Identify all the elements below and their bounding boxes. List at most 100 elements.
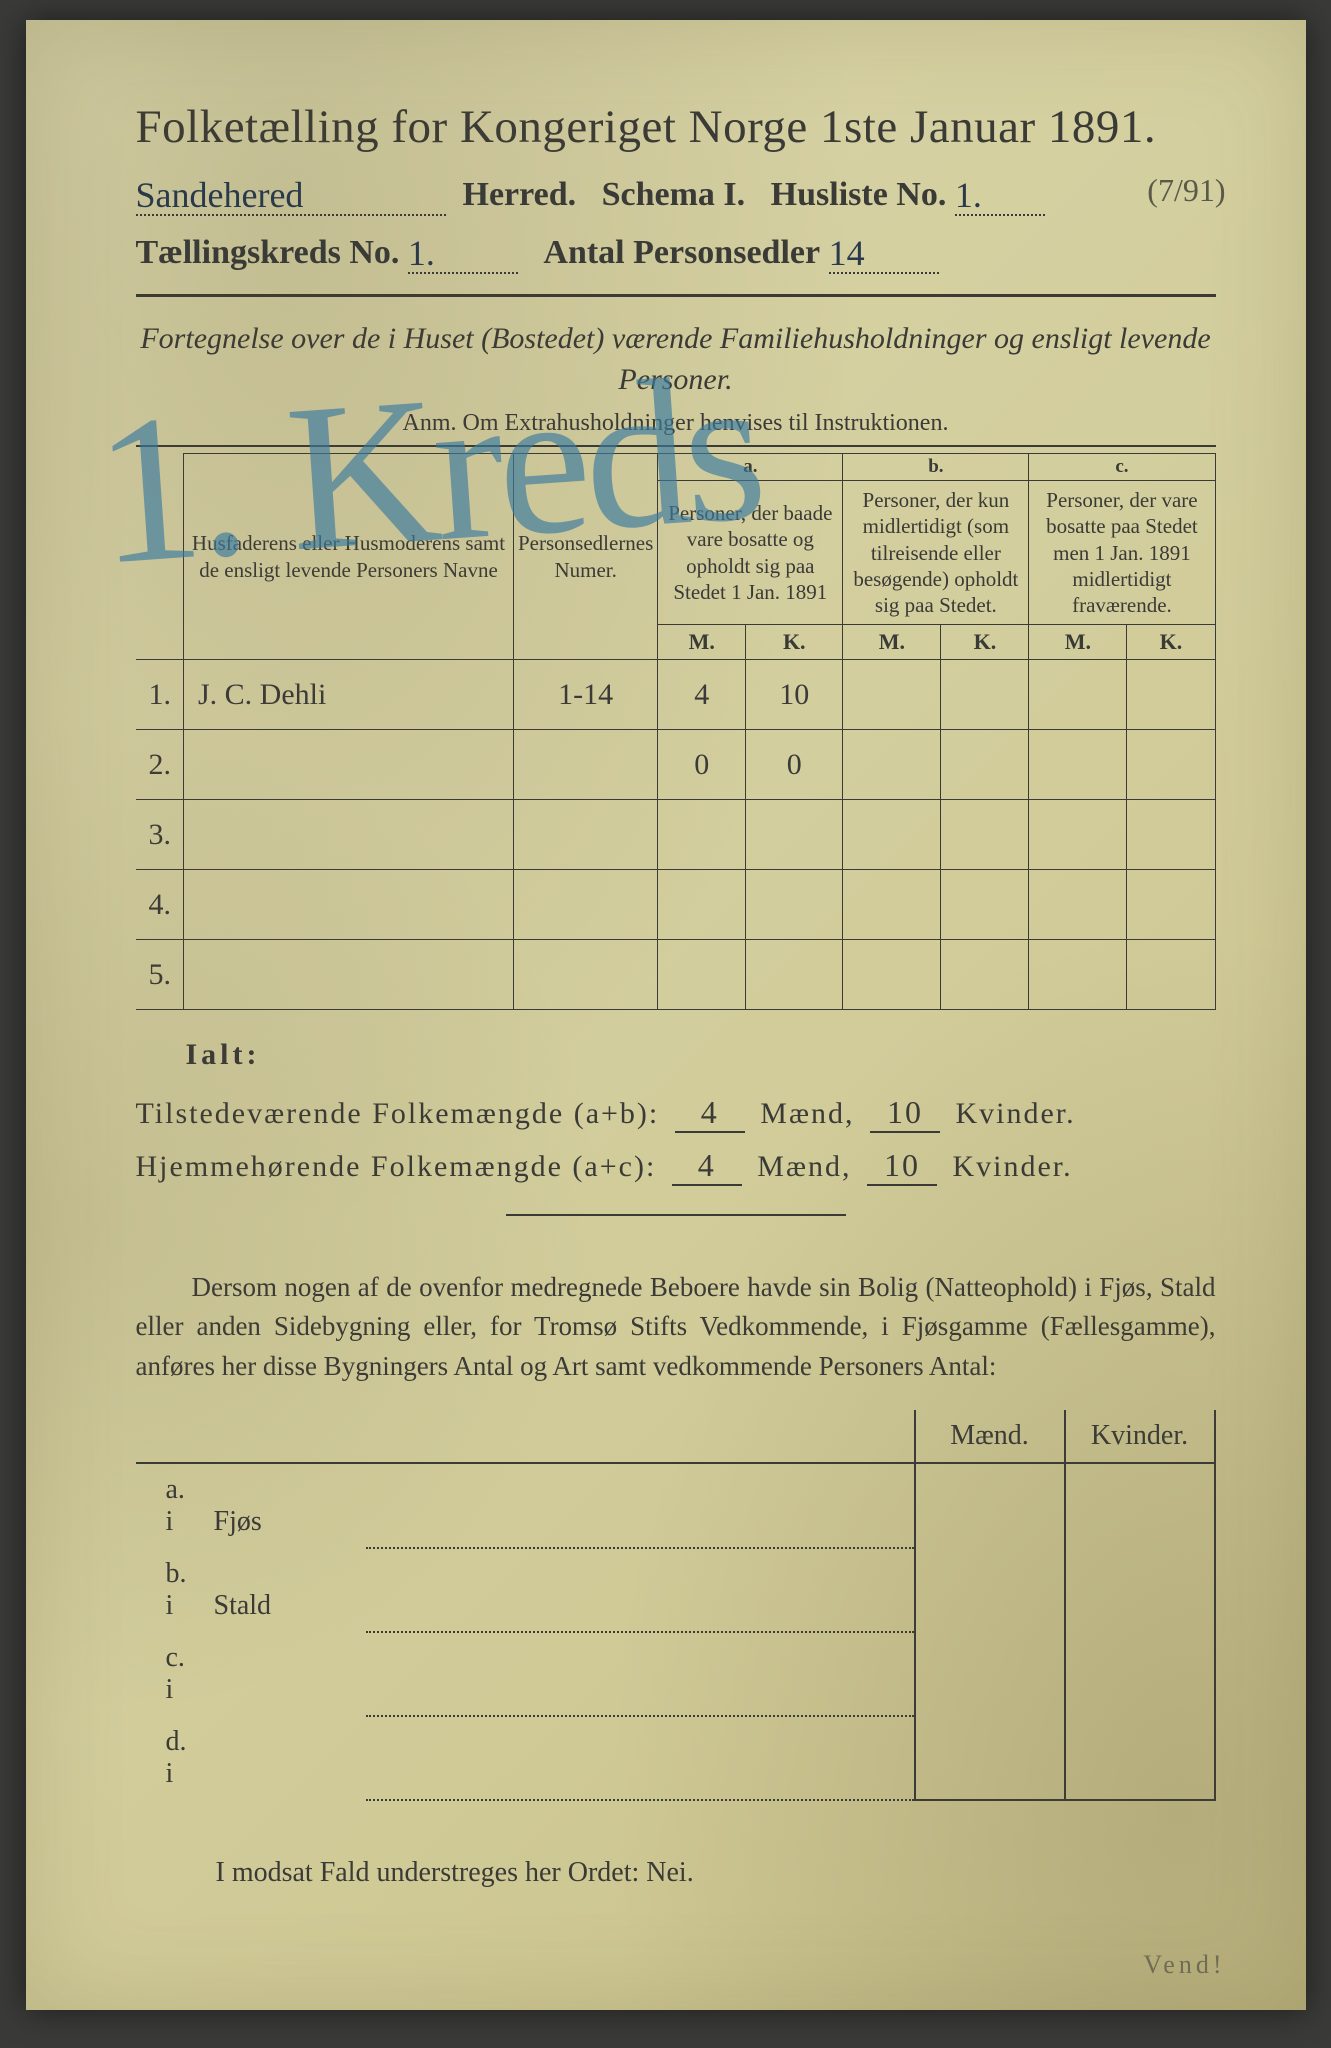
husliste-label: Husliste No. [771, 176, 947, 213]
form-title: Folketælling for Kongeriget Norge 1ste J… [136, 100, 1216, 154]
lower-k [1065, 1463, 1215, 1548]
row-num: 1. [136, 660, 184, 730]
outbuilding-paragraph: Dersom nogen af de ovenfor medregnede Be… [136, 1268, 1216, 1385]
row-num: 2. [136, 730, 184, 800]
row-sedler [514, 870, 658, 940]
row-cm [1029, 870, 1127, 940]
lower-lab: c. i [136, 1632, 206, 1716]
row-sedler [514, 730, 658, 800]
col-c: Personer, der vare bosatte paa Stedet me… [1029, 481, 1215, 625]
subtitle: Fortegnelse over de i Huset (Bostedet) v… [136, 319, 1216, 400]
lower-mhead: Mænd. [915, 1410, 1065, 1463]
table-row: 5. [136, 940, 1216, 1010]
row-cm [1029, 940, 1127, 1010]
row-ak: 0 [746, 730, 843, 800]
nei-line: I modsat Fald understreges her Ordet: Ne… [216, 1857, 1216, 1889]
sum-resident: Hjemmehørende Folkemængde (a+c): 4 Mænd,… [136, 1147, 1216, 1186]
antal-value: 14 [829, 233, 865, 273]
row-sedler: 1-14 [514, 660, 658, 730]
sum1-klabel: Kvinder. [955, 1097, 1075, 1130]
row-am: 4 [658, 660, 746, 730]
mk: K. [746, 625, 843, 660]
col-sedler: Personsedlernes Numer. [514, 454, 658, 660]
kreds-line: Tællingskreds No. 1. Antal Personsedler … [136, 230, 1216, 274]
abc-a: a. [658, 454, 843, 481]
lower-lab: b. i [136, 1548, 206, 1632]
lower-m [915, 1548, 1065, 1632]
lower-dots [366, 1548, 915, 1632]
herred-line: Sandehered Herred. Schema I. Husliste No… [136, 172, 1216, 216]
sum2-klabel: Kvinder. [952, 1150, 1072, 1183]
row-cm [1029, 660, 1127, 730]
lower-typ [206, 1632, 366, 1716]
margin-note: (7/91) [1147, 172, 1225, 209]
row-ak: 10 [746, 660, 843, 730]
row-name [184, 730, 514, 800]
row-bk [941, 730, 1029, 800]
row-am: 0 [658, 730, 746, 800]
outbuilding-row: a. iFjøs [136, 1463, 1215, 1548]
col-names: Husfaderens eller Husmoderens samt de en… [184, 454, 514, 660]
row-name [184, 870, 514, 940]
row-bk [941, 870, 1029, 940]
herred-label: Herred. [463, 176, 577, 213]
col-b: Personer, der kun midlertidigt (som tilr… [843, 481, 1029, 625]
rule [136, 294, 1216, 297]
row-bk [941, 660, 1029, 730]
vend-label: Vend! [1143, 1950, 1225, 1980]
lower-m [915, 1463, 1065, 1548]
lower-typ: Fjøs [206, 1463, 366, 1548]
herred-value: Sandehered [136, 175, 304, 215]
row-sedler [514, 800, 658, 870]
row-bk [941, 940, 1029, 1010]
lower-m [915, 1632, 1065, 1716]
anm-note: Anm. Om Extrahusholdninger henvises til … [136, 410, 1216, 437]
kreds-value: 1. [408, 233, 435, 273]
row-ak [746, 940, 843, 1010]
sum1-k: 10 [870, 1094, 940, 1133]
lower-dots [366, 1632, 915, 1716]
rule [506, 1214, 846, 1216]
row-num: 3. [136, 800, 184, 870]
row-cm [1029, 730, 1127, 800]
schema-label: Schema I. [602, 176, 746, 213]
lower-khead: Kvinder. [1065, 1410, 1215, 1463]
lower-k [1065, 1548, 1215, 1632]
mk: K. [1127, 625, 1215, 660]
table-row: 2.00 [136, 730, 1216, 800]
lower-k [1065, 1632, 1215, 1716]
main-table: Husfaderens eller Husmoderens samt de en… [136, 453, 1216, 1010]
row-bm [843, 940, 941, 1010]
mk: M. [658, 625, 746, 660]
sum-present: Tilstedeværende Folkemængde (a+b): 4 Mæn… [136, 1094, 1216, 1133]
row-cm [1029, 800, 1127, 870]
row-bk [941, 800, 1029, 870]
outbuilding-table: Mænd. Kvinder. a. iFjøs b. iStald c. i d… [136, 1410, 1216, 1801]
mk: M. [843, 625, 941, 660]
outbuilding-row: b. iStald [136, 1548, 1215, 1632]
row-ck [1127, 870, 1215, 940]
sum1-label: Tilstedeværende Folkemængde (a+b): [136, 1097, 660, 1130]
row-ck [1127, 730, 1215, 800]
census-form-page: 1. Kreds Folketælling for Kongeriget Nor… [26, 20, 1306, 2010]
row-sedler [514, 940, 658, 1010]
abc-b: b. [843, 454, 1029, 481]
table-row: 4. [136, 870, 1216, 940]
ialt-label: Ialt: [186, 1038, 1216, 1072]
sum2-mlabel: Mænd, [757, 1150, 851, 1183]
husliste-value: 1. [955, 175, 982, 215]
sum2-k: 10 [867, 1147, 937, 1186]
row-num: 4. [136, 870, 184, 940]
lower-lab: a. i [136, 1463, 206, 1548]
row-name: J. C. Dehli [184, 660, 514, 730]
sum1-mlabel: Mænd, [760, 1097, 854, 1130]
kreds-label: Tællingskreds No. [136, 234, 400, 271]
rule [136, 445, 1216, 447]
row-ak [746, 800, 843, 870]
lower-lab: d. i [136, 1716, 206, 1800]
abc-c: c. [1029, 454, 1215, 481]
lower-typ [206, 1716, 366, 1800]
row-ck [1127, 660, 1215, 730]
lower-dots [366, 1716, 915, 1800]
lower-typ: Stald [206, 1548, 366, 1632]
